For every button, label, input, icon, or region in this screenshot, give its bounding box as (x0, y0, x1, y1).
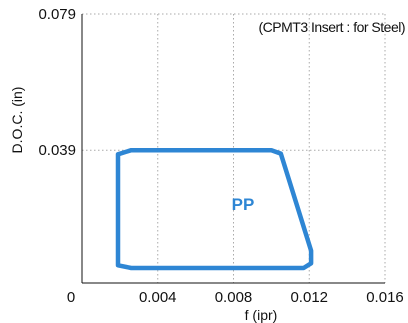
x-tick-label: 0.008 (215, 289, 253, 306)
x-tick-labels: 0 0.004 0.008 0.012 0.016 (67, 289, 404, 306)
x-axis-title: f (ipr) (245, 307, 278, 323)
pp-region-label: PP (232, 195, 255, 214)
y-tick-label: 0.079 (38, 6, 76, 23)
x-tick-label: 0.016 (366, 289, 404, 306)
x-tick-label: 0.004 (139, 289, 177, 306)
x-tick-label: 0.012 (290, 289, 328, 306)
y-tick-labels: 0.039 0.079 (38, 6, 76, 159)
pp-region-outline (115, 147, 314, 271)
chart-annotation: (CPMT3 Insert : for Steel) (259, 19, 405, 35)
y-tick-label: 0.039 (38, 142, 76, 159)
y-axis-title: D.O.C. (in) (9, 87, 25, 154)
x-tick-label: 0 (67, 289, 75, 306)
